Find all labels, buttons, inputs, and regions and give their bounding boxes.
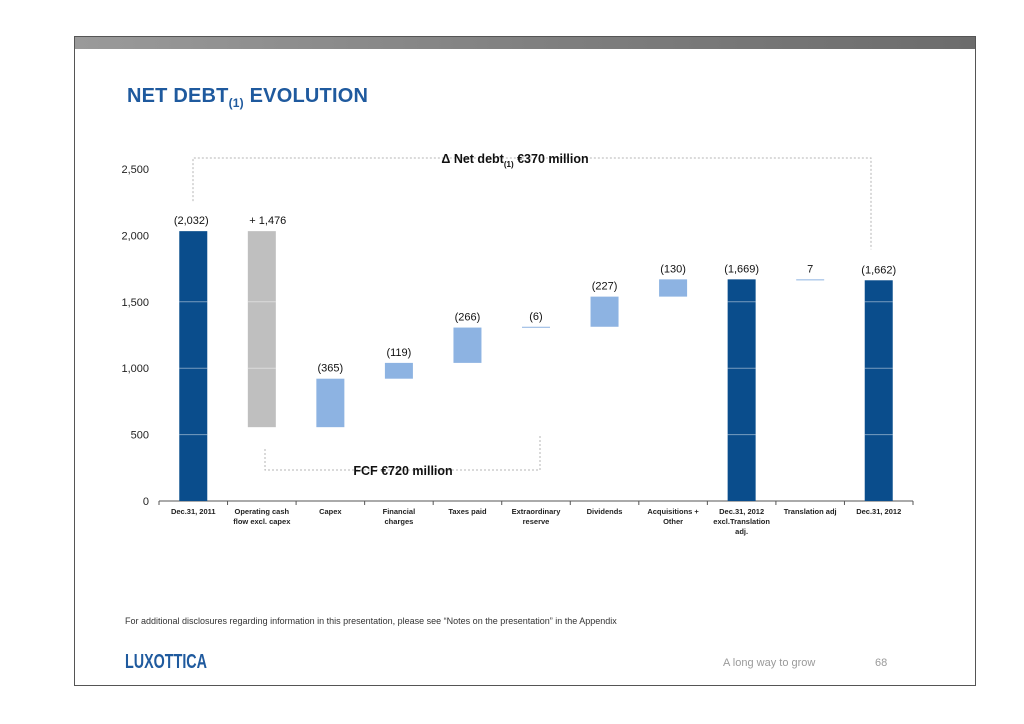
x-category-label: charges [385, 517, 414, 526]
x-category-label: Dividends [587, 507, 623, 516]
x-category-label: Capex [319, 507, 342, 516]
y-tick-label: 1,000 [121, 363, 149, 375]
y-tick-label: 0 [143, 496, 149, 508]
bar-value-label: (1,662) [861, 264, 896, 276]
title-subscript: (1) [228, 96, 244, 110]
net-debt-bracket [192, 157, 872, 250]
x-category-label: Extraordinary [512, 507, 562, 516]
bar-value-label: (1,669) [724, 263, 759, 275]
fcf-bracket [264, 434, 541, 471]
tagline: A long way to grow [723, 657, 816, 669]
waterfall-bar [522, 326, 550, 328]
luxottica-logo: LUXOTTICA [125, 651, 207, 673]
title-main: NET DEBT [127, 85, 229, 107]
bar-value-label: (130) [660, 263, 686, 275]
slide-title: NET DEBT(1) EVOLUTION [127, 85, 368, 110]
fcf-annotation: FCF €720 million [353, 464, 452, 478]
y-tick-label: 1,500 [121, 297, 149, 309]
x-category-label: Translation adj [784, 507, 837, 516]
y-tick-label: 500 [131, 430, 149, 442]
net-debt-annotation: Δ Net debt(1) €370 million [441, 152, 588, 169]
waterfall-bar [590, 296, 619, 327]
x-category-label: flow excl. capex [233, 517, 291, 526]
footnote: For additional disclosures regarding inf… [125, 616, 617, 626]
x-category-label: Other [663, 517, 683, 526]
bar-value-label: (227) [592, 281, 618, 293]
waterfall-bar [247, 231, 276, 428]
bar-value-label: (6) [529, 311, 542, 323]
page-number: 68 [875, 657, 888, 669]
waterfall-bar [384, 362, 413, 379]
y-tick-label: 2,500 [121, 164, 149, 176]
x-category-label: Financial [383, 507, 416, 516]
x-category-label: Operating cash [235, 507, 290, 516]
x-category-label: Taxes paid [448, 507, 487, 516]
waterfall-bar [864, 280, 893, 501]
bar-value-label: (2,032) [174, 215, 209, 227]
x-category-label: excl.Translation [713, 517, 770, 526]
x-category-label: adj. [735, 527, 748, 536]
waterfall-bar [796, 279, 825, 281]
waterfall-bar [659, 279, 688, 297]
waterfall-bar [453, 327, 482, 363]
waterfall-bar [316, 378, 345, 428]
x-category-label: Acquisitions + [647, 507, 699, 516]
x-category-label: Dec.31, 2011 [171, 507, 216, 516]
x-category-label: Dec.31, 2012 [719, 507, 764, 516]
bar-value-label: (119) [386, 347, 411, 359]
slide: NET DEBT(1) EVOLUTION 2,500 2,000 1,500 1,0… [74, 36, 976, 686]
bar-value-label: + 1,476 [249, 215, 286, 227]
bar-value-label: (365) [318, 363, 344, 375]
bar-value-label: 7 [807, 263, 813, 275]
waterfall-bar [727, 279, 756, 501]
svg-text:LUXOTTICA: LUXOTTICA [125, 651, 207, 673]
top-bar [75, 37, 975, 49]
bar-value-label: (266) [455, 312, 481, 324]
net-debt-waterfall-chart: 2,500 2,000 1,500 1,000 500 0 (2,032) + 1,476 (3… [121, 152, 914, 536]
title-end: EVOLUTION [243, 85, 369, 107]
x-category-label: Dec.31, 2012 [856, 507, 901, 516]
y-tick-label: 2,000 [121, 230, 149, 242]
waterfall-bar [179, 231, 208, 502]
x-category-label: reserve [523, 517, 550, 526]
